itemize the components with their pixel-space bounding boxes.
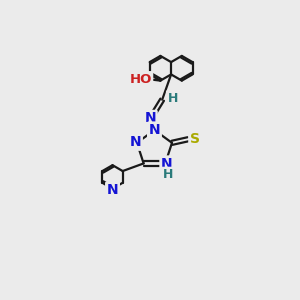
Text: N: N xyxy=(148,123,160,137)
Text: S: S xyxy=(190,132,200,146)
Text: N: N xyxy=(107,183,118,197)
Text: N: N xyxy=(145,111,156,125)
Text: HO: HO xyxy=(129,73,152,85)
Text: H: H xyxy=(163,168,173,181)
Text: H: H xyxy=(167,92,178,105)
Text: N: N xyxy=(130,135,141,149)
Text: N: N xyxy=(161,157,172,171)
